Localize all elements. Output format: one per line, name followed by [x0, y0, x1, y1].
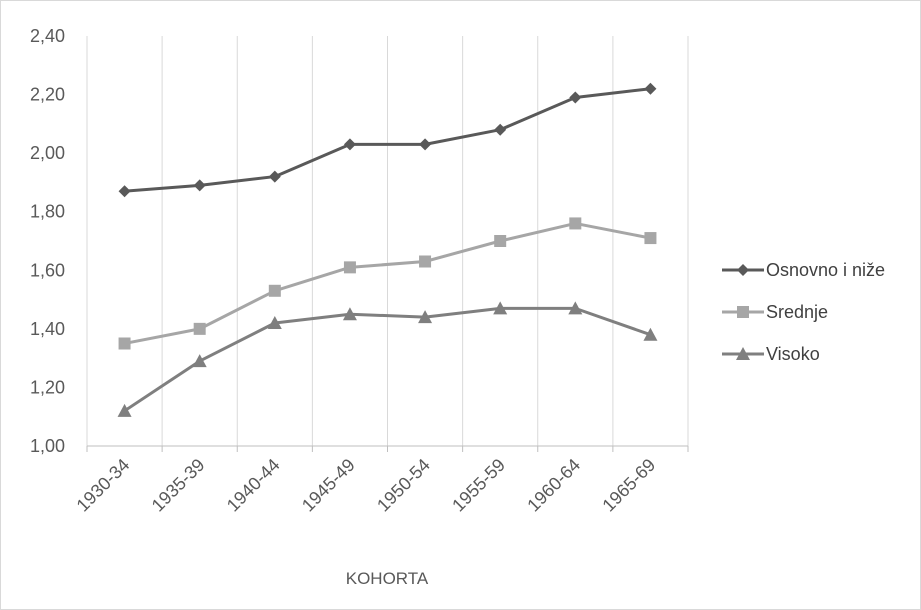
data-point-square — [737, 306, 749, 318]
data-point-triangle — [342, 307, 357, 321]
data-point-diamond — [268, 170, 281, 183]
y-tick-label: 2,20 — [30, 85, 65, 105]
data-point-triangle — [192, 354, 207, 368]
data-point-triangle — [117, 403, 132, 417]
series-lines — [117, 82, 658, 417]
y-tick-label: 1,00 — [30, 436, 65, 456]
data-point-diamond — [343, 138, 356, 151]
data-point-triangle — [568, 301, 583, 315]
series-line — [124, 221, 651, 345]
y-tick-label: 1,60 — [30, 260, 65, 280]
data-point-diamond — [569, 91, 582, 104]
data-point-square — [644, 232, 657, 245]
data-point-diamond — [644, 82, 657, 95]
legend-label: Srednje — [766, 302, 828, 322]
data-point-diamond — [494, 123, 507, 136]
series-line — [124, 87, 651, 193]
legend: Osnovno i niže Srednje Visoko — [722, 260, 885, 364]
data-point-diamond — [737, 264, 749, 276]
data-point-triangle — [736, 347, 750, 360]
data-point-diamond — [118, 185, 131, 198]
data-point-diamond — [193, 179, 206, 192]
series-line — [123, 306, 651, 413]
y-tick-label: 2,40 — [30, 26, 65, 46]
data-point-square — [118, 337, 131, 350]
legend-label: Osnovno i niže — [766, 260, 885, 280]
data-point-triangle — [643, 327, 658, 341]
y-tick-label: 1,40 — [30, 319, 65, 339]
data-point-square — [494, 235, 507, 247]
data-point-square — [419, 255, 432, 268]
data-point-square — [268, 284, 281, 297]
y-tick-label: 1,80 — [30, 202, 65, 222]
y-tick-label: 1,20 — [30, 377, 65, 397]
x-axis-title: KOHORTA — [346, 569, 429, 588]
data-point-square — [569, 217, 582, 230]
data-point-square — [343, 261, 356, 274]
data-point-triangle — [418, 310, 433, 324]
data-point-triangle — [493, 301, 508, 315]
y-tick-label: 2,00 — [30, 143, 65, 163]
data-point-square — [193, 322, 206, 335]
legend-label: Visoko — [766, 344, 820, 364]
gridlines — [86, 36, 689, 446]
data-point-diamond — [419, 138, 432, 151]
data-point-triangle — [267, 316, 282, 329]
